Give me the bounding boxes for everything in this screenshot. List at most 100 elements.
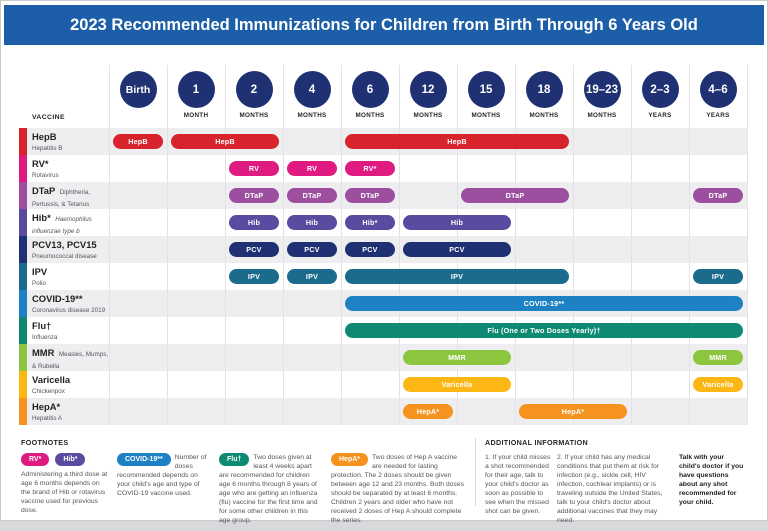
- additional-info-emphasis: Talk with your child's doctor if you hav…: [679, 454, 744, 506]
- vaccine-label: HepA* Hepatitis A: [32, 401, 110, 423]
- vaccine-subtitle: Haemophilus influenzae type b: [32, 216, 92, 235]
- dose-bar: RV: [229, 161, 279, 176]
- additional-information-heading: ADDITIONAL INFORMATION: [485, 438, 588, 447]
- column-divider: [689, 65, 690, 425]
- column-divider: [515, 65, 516, 425]
- vaccine-row: [19, 344, 747, 371]
- footnote-item: COVID-19** Number of doses recommended de…: [117, 453, 207, 497]
- age-unit-label: MONTHS: [529, 112, 559, 119]
- vaccine-subtitle: Coronavirus disease 2019: [32, 307, 106, 314]
- dose-bar: DTaP: [461, 188, 569, 203]
- footnotes-heading: FOOTNOTES: [21, 438, 69, 447]
- vaccine-label: MMR Measles, Mumps, & Rubella: [32, 347, 110, 371]
- age-unit-label: YEARS: [648, 112, 672, 119]
- age-circle: 18: [525, 71, 563, 108]
- vaccine-name: PCV13, PCV15: [32, 239, 97, 250]
- title-banner: 2023 Recommended Immunizations for Child…: [4, 5, 764, 45]
- dose-bar: IPV: [287, 269, 337, 284]
- footnote-pills-row: RV* Hib*: [21, 453, 109, 466]
- vaccine-color-stripe: [19, 182, 27, 209]
- vaccine-name: HepA*: [32, 401, 61, 412]
- vaccine-name: COVID-19**: [32, 293, 83, 304]
- vaccine-subtitle: Hepatitis B: [32, 145, 63, 152]
- vaccine-name: Hib*: [32, 212, 51, 223]
- column-divider: [167, 65, 168, 425]
- dose-bar: IPV: [693, 269, 743, 284]
- dose-bar: PCV: [229, 242, 279, 257]
- dose-bar: RV: [287, 161, 337, 176]
- footnote-text: Administering a third dose at age 6 mont…: [21, 471, 108, 514]
- age-circle: 19–23: [583, 71, 621, 108]
- vaccine-subtitle: Polio: [32, 280, 47, 287]
- age-circle: 1: [177, 71, 215, 108]
- dose-bar: Hib*: [345, 215, 395, 230]
- dose-bar: HepB: [113, 134, 163, 149]
- age-circle: 4: [293, 71, 331, 108]
- age-unit-label: MONTHS: [239, 112, 269, 119]
- vaccine-label: IPV Polio: [32, 266, 110, 288]
- dose-bar: HepA*: [403, 404, 453, 419]
- vaccine-subtitle: Measles, Mumps, & Rubella: [32, 351, 109, 370]
- vaccine-label: PCV13, PCV15 Pneumococcal disease: [32, 239, 110, 261]
- column-divider: [573, 65, 574, 425]
- vaccine-label: DTaP Diphtheria, Pertussis, & Tetanus: [32, 185, 110, 209]
- age-unit-label: MONTHS: [355, 112, 385, 119]
- footnote-pill: Flu†: [219, 453, 250, 466]
- dose-bar: PCV: [287, 242, 337, 257]
- dose-bar: Flu (One or Two Doses Yearly)†: [345, 323, 743, 338]
- dose-bar: HepB: [345, 134, 569, 149]
- dose-bar: DTaP: [287, 188, 337, 203]
- footnote-item: Flu† Two doses given at least 4 weeks apa…: [219, 453, 318, 524]
- dose-bar: MMR: [403, 350, 511, 365]
- vaccine-row: [19, 371, 747, 398]
- vaccine-color-stripe: [19, 263, 27, 290]
- dose-bar: PCV: [345, 242, 395, 257]
- vaccine-subtitle: Chickenpox: [32, 388, 65, 395]
- vaccine-color-stripe: [19, 344, 27, 371]
- dose-bar: MMR: [693, 350, 743, 365]
- dose-bar: IPV: [229, 269, 279, 284]
- dose-bar: DTaP: [693, 188, 743, 203]
- vaccine-subtitle: Influenza: [32, 334, 58, 341]
- additional-info-item-1: 1. If your child misses a shot recommend…: [485, 454, 551, 515]
- vaccine-label: Flu† Influenza: [32, 320, 110, 342]
- column-divider: [225, 65, 226, 425]
- dose-bar: Hib: [287, 215, 337, 230]
- vaccine-name: Varicella: [32, 374, 71, 385]
- vaccine-color-stripe: [19, 317, 27, 344]
- additional-info-item-2: 2. If your child has any medical conditi…: [557, 454, 663, 524]
- vaccine-color-stripe: [19, 398, 27, 425]
- vaccine-label: COVID-19** Coronavirus disease 2019: [32, 293, 110, 315]
- age-unit-label: MONTHS: [471, 112, 501, 119]
- age-circle: 2: [235, 71, 273, 108]
- age-circle: 6: [351, 71, 389, 108]
- column-divider: [747, 65, 748, 425]
- vaccine-color-stripe: [19, 236, 27, 263]
- dose-bar: HepB: [171, 134, 279, 149]
- vaccine-color-stripe: [19, 209, 27, 236]
- dose-bar: RV*: [345, 161, 395, 176]
- vaccine-label: Varicella Chickenpox: [32, 374, 110, 396]
- vaccine-label: HepB Hepatitis B: [32, 131, 110, 153]
- dose-bar: Hib: [229, 215, 279, 230]
- age-unit-label: YEARS: [706, 112, 730, 119]
- age-unit-label: MONTH: [183, 112, 209, 119]
- age-circle: 2–3: [641, 71, 679, 108]
- vaccine-label: RV* Rotavirus: [32, 158, 110, 180]
- dose-bar: COVID-19**: [345, 296, 743, 311]
- dose-bar: DTaP: [345, 188, 395, 203]
- vaccine-row: [19, 398, 747, 425]
- footnote-pill: Hib*: [55, 453, 86, 466]
- age-unit-label: MONTHS: [413, 112, 443, 119]
- section-divider: [475, 438, 476, 506]
- dose-bar: PCV: [403, 242, 511, 257]
- dose-bar: Varicella: [693, 377, 743, 392]
- footnote-pill: COVID-19**: [117, 453, 171, 466]
- vaccine-color-stripe: [19, 290, 27, 317]
- age-unit-label: MONTHS: [587, 112, 617, 119]
- vaccine-column-header: VACCINE: [32, 114, 65, 121]
- dose-bar: IPV: [345, 269, 569, 284]
- column-divider: [283, 65, 284, 425]
- dose-bar: HepA*: [519, 404, 627, 419]
